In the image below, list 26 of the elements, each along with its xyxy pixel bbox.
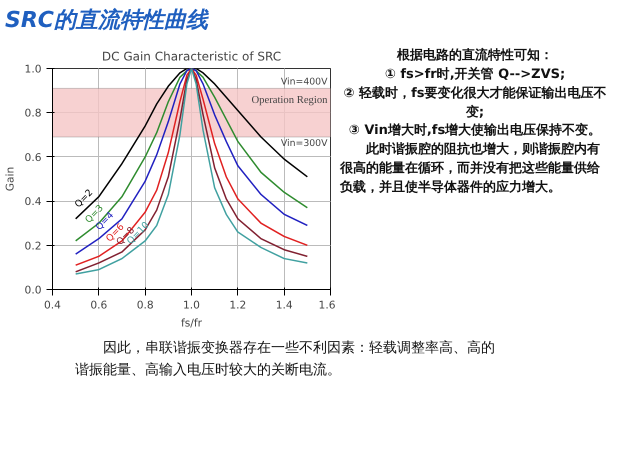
text: 此时谐振腔的阻抗也增大，则谐振腔内有很高的能量在循环，而并没有把这些能量供给负载，并且使半导体器件的应力增大。 xyxy=(340,141,601,197)
x-tick-label: 1.6 xyxy=(318,298,336,312)
x-tick-label: 0.4 xyxy=(44,298,62,312)
text: ① fs>fr时,开关管 Q-->ZVS; xyxy=(384,66,566,84)
y-tick-label: 0.6 xyxy=(24,150,42,164)
y-tick-label: 0.8 xyxy=(24,106,42,120)
text: SRC的直流特性曲线 xyxy=(5,6,208,35)
text: 根据电路的直流特性可知： xyxy=(396,47,554,65)
y-axis-title: Gain xyxy=(4,166,17,192)
x-tick-label: 1.2 xyxy=(229,298,246,312)
x-axis-title: fs/fr xyxy=(180,316,203,330)
x-tick-label: 1.0 xyxy=(183,298,200,312)
y-tick-label: 1.0 xyxy=(24,62,42,76)
y-tick-label: 0.2 xyxy=(24,239,42,252)
text: ③ Vin增大时,fs增大使输出电压保持不变。 xyxy=(348,122,602,140)
x-tick-label: 0.6 xyxy=(90,298,108,312)
text: ② 轻载时，fs要变化很大才能保证输出电压不变; xyxy=(342,84,608,122)
annotation: Vin=300V xyxy=(280,138,328,150)
text: 因此，串联谐振变换器存在一些不利因素：轻载调整率高、高的谐振能量、高输入电压时较大的关断电流。 xyxy=(75,339,496,380)
x-tick-label: 0.8 xyxy=(136,298,154,312)
y-tick-label: 0.0 xyxy=(24,284,42,296)
annotation: Vin=400V xyxy=(280,76,328,88)
chart-title: DC Gain Characteristic of SRC xyxy=(102,50,282,64)
y-tick-label: 0.4 xyxy=(24,195,42,208)
x-tick-label: 1.4 xyxy=(276,298,293,312)
band-label: Operation Region xyxy=(251,95,328,106)
